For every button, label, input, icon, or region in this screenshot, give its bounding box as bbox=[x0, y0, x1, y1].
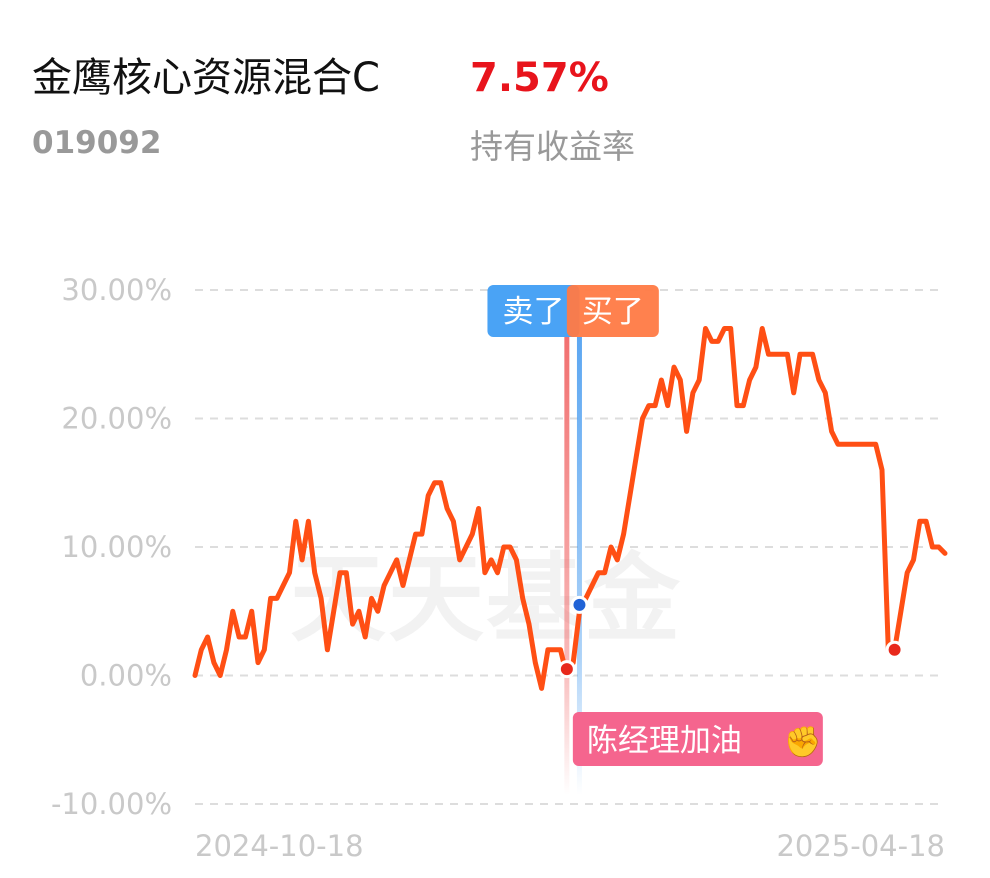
sell-guide-line bbox=[576, 337, 582, 795]
comment-tag-label: 陈经理加油 bbox=[587, 723, 742, 759]
buy-tag-label: 买了 bbox=[582, 294, 644, 330]
comment-tag[interactable] bbox=[572, 712, 823, 766]
fist-emoji-icon: ✊ bbox=[784, 725, 821, 760]
buy-marker[interactable] bbox=[885, 640, 904, 659]
x-tick-label: 2024-10-18 bbox=[195, 829, 364, 863]
trade-annotation-lines bbox=[564, 337, 582, 795]
sell-tag[interactable] bbox=[487, 285, 580, 337]
x-tick-label: 2025-04-18 bbox=[776, 829, 945, 863]
y-tick-label: -10.00% bbox=[51, 787, 172, 821]
trade-markers bbox=[557, 595, 904, 679]
y-tick-label: 30.00% bbox=[61, 273, 172, 307]
holding-return-label: 持有收益率 bbox=[470, 127, 635, 166]
y-axis-ticks: 30.00% 20.00% 10.00% 0.00% -10.00% bbox=[51, 273, 172, 821]
buy-marker[interactable] bbox=[557, 660, 576, 679]
buy-tag[interactable] bbox=[566, 285, 659, 337]
sell-marker[interactable] bbox=[570, 595, 589, 614]
y-tick-label: 20.00% bbox=[61, 402, 172, 436]
y-tick-label: 0.00% bbox=[80, 659, 172, 693]
fund-code: 019092 bbox=[32, 125, 162, 161]
holding-return-value: 7.57% bbox=[470, 55, 609, 101]
x-axis-ticks: 2024-10-18 2025-04-18 bbox=[195, 829, 945, 863]
fund-name: 金鹰核心资源混合C bbox=[32, 55, 380, 101]
sell-tag-label: 卖了 bbox=[502, 294, 564, 330]
buy-guide-line bbox=[564, 337, 570, 795]
y-tick-label: 10.00% bbox=[61, 530, 172, 564]
